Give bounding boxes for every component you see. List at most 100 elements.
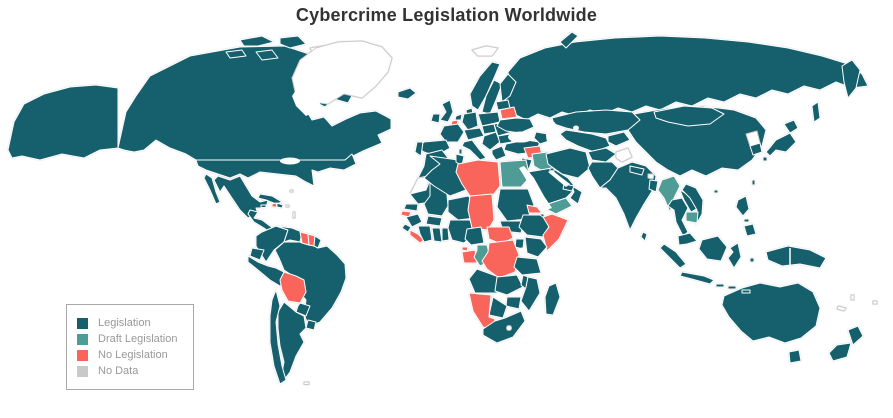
legend-swatch-draft-legislation [77, 333, 88, 345]
country-lesotho [506, 325, 512, 331]
country-afghanistan [587, 147, 617, 163]
country-france [439, 123, 465, 143]
country-philippines-mindanao [743, 223, 757, 237]
country-venezuela [275, 225, 303, 243]
legend-swatch-no-legislation [77, 349, 88, 361]
red-sea [519, 166, 552, 210]
country-china [627, 105, 767, 177]
country-taiwan [751, 179, 756, 186]
country-vanuatu [850, 294, 855, 301]
legend-row-legislation: Legislation [77, 317, 183, 329]
legend-row-no-legislation: No Legislation [77, 349, 183, 361]
country-ivory-coast [417, 225, 433, 243]
country-indonesia-lesser-sunda [715, 283, 725, 288]
country-norway [469, 61, 501, 111]
legend-row-draft-legislation: Draft Legislation [77, 333, 183, 345]
country-canada-arctic-island [279, 35, 307, 49]
page-title: Cybercrime Legislation Worldwide [295, 5, 598, 25]
country-germany [461, 111, 479, 131]
country-indonesia-java [679, 271, 715, 285]
great-lakes [280, 157, 300, 165]
country-ukraine [496, 117, 535, 134]
country-cameroon [464, 226, 485, 246]
country-jamaica [260, 204, 267, 208]
country-tanzania [513, 256, 542, 276]
country-puerto-rico [285, 204, 290, 208]
country-svalbard [471, 45, 499, 57]
country-indonesia-lesser-sunda [727, 285, 737, 290]
country-timor [741, 289, 751, 294]
country-australia-tasmania [788, 349, 802, 364]
country-chad [467, 193, 495, 231]
legend-label-legislation: Legislation [98, 317, 151, 329]
country-bhutan [647, 173, 655, 180]
country-philippines-luzon [735, 195, 750, 217]
legend-label-draft-legislation: Draft Legislation [98, 333, 178, 345]
country-ecuador [249, 247, 265, 261]
persian-gulf [548, 170, 570, 187]
country-canada-arctic-island [239, 35, 275, 47]
country-usa-alaska [7, 84, 119, 161]
country-new-guinea [765, 245, 827, 269]
country-mongolia [653, 105, 725, 127]
country-somalia [542, 213, 569, 252]
country-italy-sardinia [458, 148, 463, 155]
country-togo-benin [441, 227, 450, 242]
country-south-africa [482, 310, 526, 344]
country-portugal [414, 141, 424, 157]
country-lesser-antilles [292, 211, 296, 219]
country-united-kingdom [439, 99, 454, 123]
country-greenland [291, 40, 393, 105]
country-japan-honshu [765, 132, 797, 157]
hudson-bay [292, 86, 322, 116]
country-philippines-visayas [743, 218, 750, 223]
country-dominican-republic [276, 202, 284, 209]
country-angola [468, 268, 500, 294]
country-canada-arctic-island [255, 49, 279, 61]
country-australia [721, 282, 821, 344]
country-sri-lanka [640, 231, 648, 242]
country-ireland [430, 113, 441, 124]
country-equatorial-guinea [461, 246, 469, 252]
country-japan-hokkaido [783, 119, 799, 134]
country-mexico [213, 175, 269, 219]
country-russia-novaya-zemlya [559, 31, 579, 49]
country-cambodia [685, 211, 699, 224]
country-senegal [403, 203, 419, 212]
country-thailand [667, 197, 689, 237]
country-new-zealand-south [828, 342, 852, 362]
country-sierra-leone [401, 223, 412, 233]
country-belarus [499, 106, 518, 120]
country-central-europe [463, 127, 485, 141]
country-balkans [481, 131, 501, 151]
country-new-caledonia [836, 305, 847, 312]
country-iceland [397, 87, 417, 100]
country-mozambique [520, 276, 541, 312]
region-kashmir [615, 147, 633, 163]
country-netherlands [454, 113, 463, 121]
country-nepal [629, 165, 645, 176]
country-uruguay [305, 319, 317, 331]
country-south-korea [749, 142, 763, 156]
country-eritrea [526, 204, 543, 214]
country-liberia [409, 229, 425, 244]
country-china-hainan [713, 189, 719, 194]
country-italy [461, 139, 487, 161]
country-botswana [488, 296, 508, 319]
country-madagascar [544, 282, 561, 316]
country-mexico-baja [203, 173, 221, 205]
country-bahamas [289, 189, 294, 193]
country-greece [491, 145, 507, 161]
country-falkland-islands [303, 381, 310, 385]
country-bangladesh [648, 179, 659, 193]
country-libya [455, 159, 501, 197]
country-usa [195, 153, 357, 187]
country-indonesia-sulawesi [727, 242, 742, 269]
country-french-guiana [313, 235, 322, 249]
country-zimbabwe [505, 296, 522, 310]
legend-label-no-data: No Data [98, 365, 139, 377]
aral-sea [573, 125, 579, 131]
country-india [599, 161, 657, 231]
